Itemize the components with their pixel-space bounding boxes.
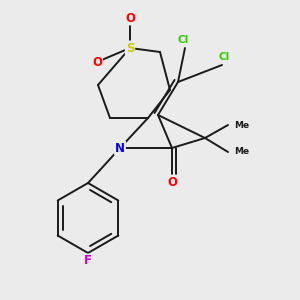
Text: O: O xyxy=(125,11,135,25)
Text: Me: Me xyxy=(234,148,249,157)
Text: O: O xyxy=(92,56,102,68)
Text: S: S xyxy=(126,41,134,55)
Text: Cl: Cl xyxy=(218,52,230,62)
Text: N: N xyxy=(115,142,125,154)
Text: F: F xyxy=(84,254,92,268)
Text: Me: Me xyxy=(234,121,249,130)
Text: O: O xyxy=(167,176,177,188)
Text: Cl: Cl xyxy=(177,35,189,45)
